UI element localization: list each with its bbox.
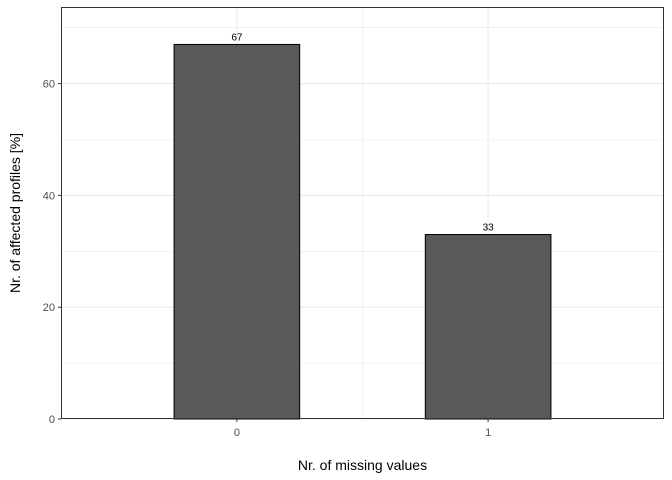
y-axis-ticks: 0 20 40 60 <box>43 79 61 426</box>
panel-border <box>61 7 664 419</box>
x-tick-label: 0 <box>234 427 240 439</box>
y-tick-label: 60 <box>43 79 55 91</box>
data-label-1: 33 <box>483 223 495 234</box>
y-tick-label: 0 <box>49 414 55 426</box>
data-labels: 67 33 <box>231 32 494 233</box>
grid-lines <box>61 7 664 420</box>
y-axis-title: Nr. of affected profiles [%] <box>7 133 23 293</box>
bar-0 <box>173 43 301 420</box>
data-label-0: 67 <box>231 32 243 43</box>
y-tick-label: 20 <box>43 302 55 314</box>
bar-1 <box>424 234 552 420</box>
x-tick-label: 1 <box>485 427 491 439</box>
bars <box>173 43 552 420</box>
y-tick-label: 40 <box>43 190 55 202</box>
x-axis-title: Nr. of missing values <box>298 457 427 473</box>
